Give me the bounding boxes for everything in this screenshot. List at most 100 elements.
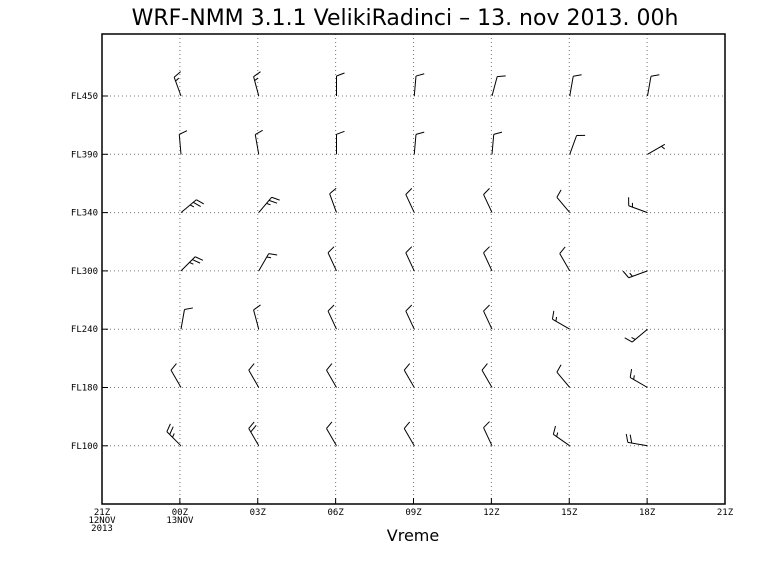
- barb-feather: [483, 246, 490, 254]
- barb-shaft: [403, 369, 415, 388]
- wind-barb: [552, 425, 571, 447]
- barb-shaft: [178, 134, 182, 155]
- wind-barb: [483, 304, 493, 330]
- barb-feather: [326, 421, 333, 429]
- wind-barb: [569, 74, 582, 97]
- y-tick-label: FL340: [71, 209, 98, 219]
- wind-barb: [481, 363, 493, 388]
- barb-feather: [573, 74, 582, 77]
- barb-feather: [559, 246, 566, 254]
- barb-shaft: [254, 134, 260, 155]
- barb-feather: [483, 421, 490, 429]
- barb-feather: [255, 129, 263, 136]
- x-tick-label: 21Z: [94, 508, 111, 518]
- wind-barb: [248, 421, 260, 447]
- barb-feather: [166, 423, 171, 432]
- wind-barb: [180, 307, 193, 330]
- barb-shaft: [405, 252, 415, 272]
- barb-half-feather: [629, 272, 633, 277]
- barb-feather: [403, 421, 411, 429]
- barb-feather: [179, 130, 188, 135]
- barb-shaft: [491, 134, 495, 155]
- wind-barb: [625, 433, 648, 447]
- barb-feather: [650, 74, 660, 77]
- wind-barb: [647, 143, 666, 155]
- wind-barb: [258, 253, 278, 272]
- y-tick-label: FL180: [71, 384, 98, 394]
- barb-feather: [493, 131, 503, 135]
- wind-barb: [329, 187, 337, 213]
- barb-feather: [248, 421, 255, 429]
- barb-feather: [403, 363, 411, 371]
- x-tick-sublabel: 2013: [91, 524, 113, 534]
- barb-feather: [405, 246, 413, 254]
- barb-shaft: [180, 256, 196, 272]
- barb-shaft: [413, 134, 417, 155]
- wind-barb: [327, 246, 337, 272]
- barb-shaft: [327, 252, 337, 272]
- barb-feather: [173, 71, 181, 78]
- barb-feather: [629, 368, 633, 378]
- wind-barb: [628, 197, 648, 214]
- barb-shaft: [559, 253, 571, 272]
- barb-half-feather: [189, 204, 195, 208]
- y-axis: FL450 FL390 FL340 FL300 FL240 FL180 FL100: [71, 92, 108, 452]
- barb-shaft: [483, 310, 493, 330]
- barb-shaft: [483, 252, 493, 272]
- wind-barb: [624, 328, 648, 343]
- barb-feather: [336, 72, 345, 77]
- wind-barb: [556, 189, 571, 213]
- wind-barb: [178, 130, 188, 155]
- wind-barb: [326, 363, 337, 388]
- barb-shaft: [405, 194, 415, 213]
- x-tick-label: 00Z: [172, 508, 189, 518]
- barb-feather: [415, 131, 425, 135]
- wind-barb: [405, 304, 415, 330]
- barb-shaft: [258, 196, 272, 213]
- wind-barb: [647, 74, 660, 97]
- barb-feather: [327, 304, 335, 312]
- barb-feather: [497, 75, 506, 78]
- x-tick-label: 18Z: [639, 508, 656, 518]
- barb-shaft: [569, 76, 574, 97]
- barb-shaft: [326, 428, 337, 447]
- barb-half-feather: [254, 77, 259, 81]
- x-tick-label: 09Z: [405, 508, 422, 518]
- wind-barb: [166, 423, 182, 447]
- barb-feather: [625, 433, 629, 443]
- wind-barb: [173, 71, 182, 97]
- x-tick-label: 06Z: [327, 508, 344, 518]
- y-tick-label: FL240: [71, 325, 98, 335]
- barb-feather: [169, 426, 174, 435]
- barb-feather: [415, 73, 425, 77]
- barb-shaft: [329, 193, 337, 213]
- wind-barb: [326, 421, 337, 447]
- x-tick-sublabel: 12NOV: [88, 516, 116, 526]
- wind-barb: [556, 364, 571, 388]
- barb-shaft: [647, 76, 652, 97]
- barb-feather: [327, 246, 335, 254]
- x-tick-sublabel: 13NOV: [166, 516, 194, 526]
- wind-barb: [170, 363, 182, 388]
- barb-shaft: [553, 433, 571, 447]
- wind-barb: [413, 73, 425, 97]
- barb-feather: [170, 363, 177, 371]
- barb-half-feather: [189, 261, 194, 265]
- barb-feather: [253, 304, 261, 311]
- wind-barb: [403, 421, 415, 447]
- x-tick-label: 03Z: [250, 508, 267, 518]
- y-tick-label: FL100: [71, 442, 98, 452]
- barb-feather: [622, 270, 630, 279]
- barb-feather: [329, 187, 337, 195]
- barb-feather: [483, 304, 490, 312]
- wind-barb: [483, 188, 493, 213]
- wind-barb: [569, 134, 586, 155]
- wind-barb: [253, 304, 261, 330]
- barb-feather: [336, 130, 345, 135]
- barb-half-feather: [266, 202, 271, 206]
- wind-barb: [336, 72, 345, 96]
- barb-shaft: [628, 205, 648, 214]
- barb-half-feather: [661, 145, 665, 150]
- barb-shaft: [258, 253, 270, 272]
